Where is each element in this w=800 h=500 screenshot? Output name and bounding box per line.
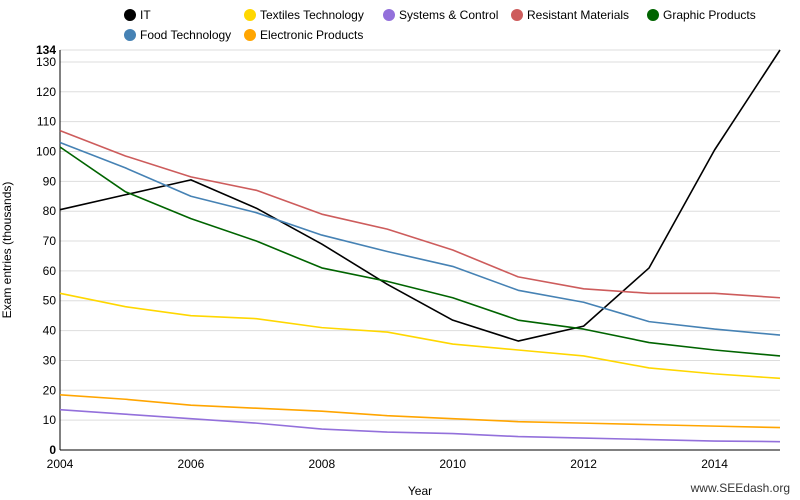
x-tick-label: 2012: [570, 457, 597, 471]
legend-label: Textiles Technology: [260, 8, 364, 22]
legend: IT Textiles Technology Systems & Control Re…: [124, 8, 756, 42]
legend-label: Electronic Products: [260, 28, 363, 42]
y-tick-label: 110: [37, 115, 56, 129]
x-tick-label: 2010: [439, 457, 466, 471]
series-line-food-technology: [59, 141, 781, 336]
legend-marker: [124, 29, 136, 41]
y-tick-label: 134: [36, 43, 56, 57]
legend-label: IT: [140, 8, 151, 22]
y-tick-label: 0: [49, 443, 56, 457]
y-tick-label: 60: [43, 264, 57, 278]
legend-label: Systems & Control: [399, 8, 498, 22]
legend-marker: [647, 9, 659, 21]
credit-text: www.SEEdash.org: [690, 481, 790, 495]
x-tick-label: 2008: [308, 457, 335, 471]
series-line-resistant-materials: [59, 129, 781, 299]
y-axis-title: Exam entries (thousands): [0, 182, 14, 319]
series-line-systems-control: [59, 408, 781, 443]
axes: [59, 50, 780, 451]
series-line-electronic-products: [59, 393, 781, 429]
series-line-it: [59, 49, 781, 342]
legend-marker: [244, 29, 256, 41]
series-line-graphic-products: [59, 146, 781, 357]
legend-label: Graphic Products: [663, 8, 756, 22]
y-tick-label: 30: [43, 353, 57, 367]
legend-label: Food Technology: [140, 28, 231, 42]
series-line-textiles-technology: [59, 292, 781, 380]
y-tick-label: 10: [43, 413, 57, 427]
y-tick-label: 20: [43, 383, 57, 397]
x-axis-title: Year: [408, 484, 432, 498]
y-tick-label: 130: [36, 55, 56, 69]
legend-marker: [511, 9, 523, 21]
x-tick-label: 2006: [178, 457, 205, 471]
y-tick-label: 70: [43, 234, 57, 248]
gridlines: [60, 49, 780, 421]
legend-marker: [124, 9, 136, 21]
x-tick-label: 2014: [701, 457, 728, 471]
series-lines: [59, 49, 781, 443]
legend-label: Resistant Materials: [527, 8, 629, 22]
y-tick-label: 50: [43, 294, 57, 308]
x-tick-label: 2004: [47, 457, 74, 471]
y-tick-label: 100: [36, 144, 56, 158]
y-tick-label: 80: [43, 204, 57, 218]
y-tick-label: 40: [43, 324, 57, 338]
legend-marker: [383, 9, 395, 21]
y-tick-label: 120: [36, 85, 56, 99]
y-tick-label: 90: [43, 174, 57, 188]
legend-marker: [244, 9, 256, 21]
